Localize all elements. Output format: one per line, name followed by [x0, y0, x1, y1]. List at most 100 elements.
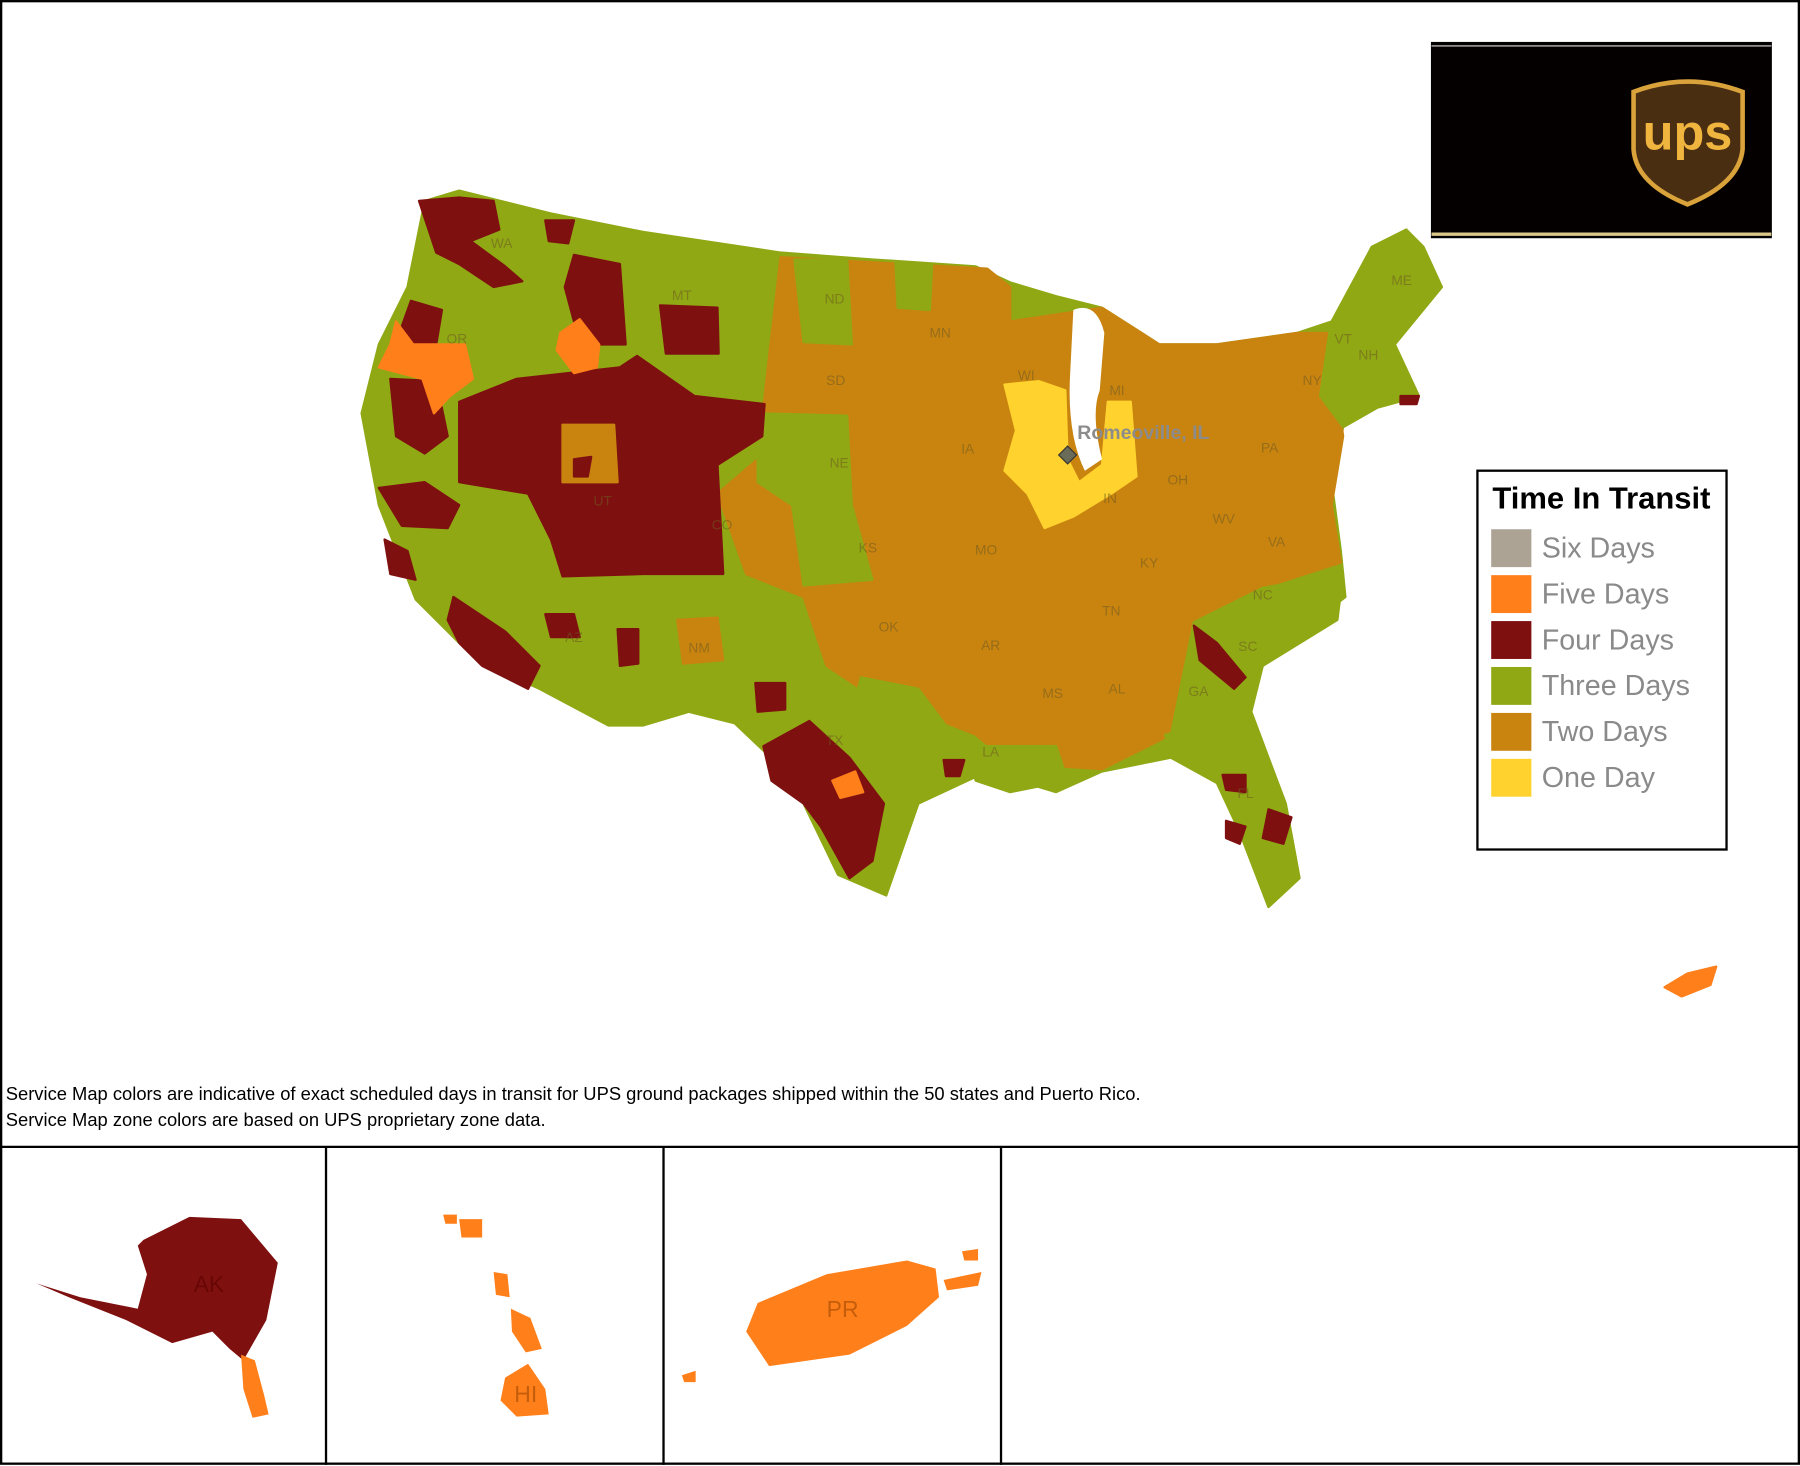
zone-region	[544, 613, 581, 639]
state-label: IN	[1103, 491, 1117, 506]
zone-region	[831, 770, 865, 800]
state-label: LA	[982, 745, 1000, 760]
zone-region	[572, 455, 593, 478]
state-label: KS	[859, 540, 877, 555]
zone-region	[658, 304, 720, 355]
state-label: MI	[1109, 383, 1124, 398]
hawaii	[443, 1214, 457, 1224]
state-label: WA	[491, 236, 513, 251]
state-label: MN	[929, 326, 950, 341]
puerto-rico	[746, 1260, 940, 1367]
legend-label: Five Days	[1542, 578, 1670, 610]
zone-region	[894, 260, 934, 312]
zone-region	[1319, 228, 1443, 429]
zone-region	[676, 616, 725, 665]
state-label: ME	[1391, 273, 1412, 288]
note: Service Map zone colors are based on UPS…	[6, 1109, 546, 1130]
state-label: OK	[879, 620, 900, 635]
inset-label: PR	[827, 1296, 859, 1322]
logo-text: ups	[1643, 103, 1733, 160]
zone-region	[963, 745, 1069, 794]
state-label: NH	[1358, 348, 1378, 363]
legend-swatch	[1491, 575, 1532, 614]
state-label: NM	[688, 640, 709, 655]
zone-region	[1164, 712, 1301, 909]
legend-label: Three Days	[1542, 670, 1690, 702]
alaska-south	[241, 1354, 269, 1418]
state-label: OH	[1167, 473, 1188, 488]
state-label: WV	[1213, 512, 1236, 527]
zone-region	[793, 258, 853, 346]
state-label: SD	[826, 373, 845, 388]
legend-label: Four Days	[1542, 624, 1674, 656]
origin-marker	[1057, 445, 1078, 465]
state-label: KY	[1140, 555, 1158, 570]
state-label: MO	[975, 543, 997, 558]
state-label: GA	[1189, 684, 1210, 699]
zone-region	[377, 320, 475, 415]
puerto-rico-isle	[681, 1370, 696, 1383]
state-labels: WA OR MT ND MN SD WI MI NY VT NH ME PA OH IN IA NE CO UT KS…	[447, 236, 1412, 801]
note: Service Map colors are indicative of exa…	[6, 1083, 1141, 1104]
zone-region	[383, 538, 417, 581]
map-regions	[360, 189, 1718, 998]
zone-region	[377, 481, 461, 530]
lake-michigan	[1069, 307, 1105, 471]
zone-region	[446, 595, 541, 690]
state-label: IA	[961, 442, 975, 457]
zone-region	[555, 318, 601, 375]
alaska	[36, 1216, 278, 1361]
origin-label: Romeoville, IL	[1077, 422, 1209, 444]
legend-swatch	[1491, 666, 1532, 705]
state-label: WI	[1018, 368, 1035, 383]
logo-shield	[1631, 79, 1745, 207]
state-label: AZ	[565, 630, 583, 645]
zone-region	[756, 412, 874, 587]
zone-region	[942, 758, 966, 778]
state-label: UT	[593, 493, 612, 508]
zone-region	[1221, 773, 1247, 794]
state-label: NC	[1253, 587, 1273, 602]
state-label: VA	[1268, 535, 1286, 550]
state-label: SC	[1238, 639, 1257, 654]
zone-region	[616, 627, 640, 667]
state-label: AR	[981, 638, 1000, 653]
hawaii	[459, 1219, 483, 1238]
puerto-rico-isle	[961, 1249, 979, 1261]
state-label: NE	[830, 455, 849, 470]
state-label: TX	[826, 733, 844, 748]
hawaii	[510, 1308, 542, 1353]
state-label: MT	[672, 288, 692, 303]
legend-title: Time In Transit	[1492, 481, 1710, 516]
legend-items: Six Days Five Days Four Days Three Days Two …	[1491, 529, 1690, 797]
zone-region	[1261, 808, 1293, 845]
legend-swatch	[1491, 529, 1532, 568]
legend-swatch	[1491, 712, 1532, 751]
legend-swatch	[1491, 621, 1532, 659]
zone-region	[762, 719, 886, 880]
legend-label: Two Days	[1542, 716, 1668, 748]
state-label: VT	[1334, 331, 1352, 346]
zone-region	[561, 423, 619, 484]
state-label: NY	[1303, 373, 1322, 388]
zone-region	[458, 196, 501, 243]
legend-swatch	[1491, 758, 1532, 797]
zone-region	[1224, 819, 1247, 845]
zone-region	[848, 676, 954, 759]
zone-region	[1192, 624, 1247, 690]
puerto-rico-isle	[943, 1271, 982, 1291]
state-label: OR	[447, 331, 468, 346]
inset-label: HI	[514, 1381, 537, 1407]
state-label: AL	[1109, 682, 1126, 697]
hawaii	[500, 1363, 549, 1417]
state-label: FL	[1237, 786, 1253, 801]
legend-label: Six Days	[1542, 532, 1655, 564]
legend-label: One Day	[1542, 762, 1656, 794]
zone-region	[1663, 965, 1718, 998]
state-label: TN	[1102, 604, 1120, 619]
insets: AK HI PR	[36, 1214, 982, 1418]
inset-label: AK	[194, 1271, 225, 1297]
zone-region	[1399, 394, 1421, 406]
